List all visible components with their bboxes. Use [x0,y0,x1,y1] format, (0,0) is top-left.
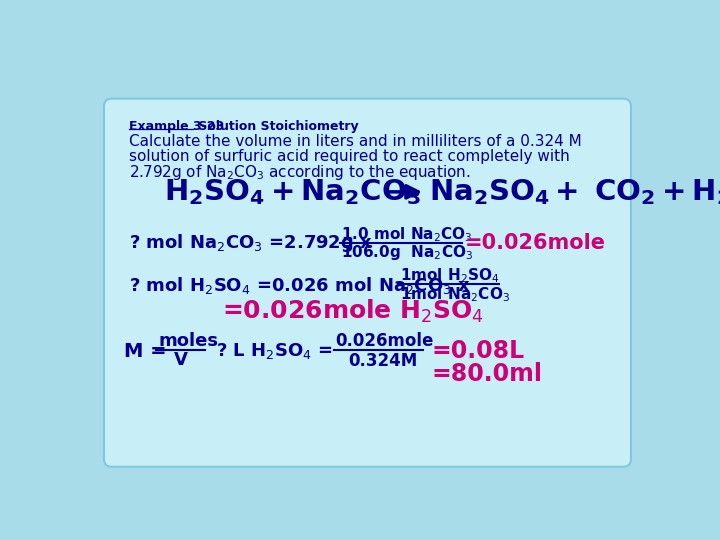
Text: 2.792g of Na$_2$CO$_3$ according to the equation.: 2.792g of Na$_2$CO$_3$ according to the … [129,164,471,183]
Text: V: V [174,352,188,369]
Text: 1.0 mol Na$_2$CO$_3$: 1.0 mol Na$_2$CO$_3$ [341,225,473,244]
Text: $\mathbf{Na_2SO_4+\ CO_2+H_2O}$: $\mathbf{Na_2SO_4+\ CO_2+H_2O}$ [429,177,720,207]
Text: ? mol H$_2$SO$_4$ =0.026 mol Na$_2$CO$_3$ x: ? mol H$_2$SO$_4$ =0.026 mol Na$_2$CO$_3… [129,274,471,295]
Text: 1mol Na$_2$CO$_3$: 1mol Na$_2$CO$_3$ [400,285,510,303]
Text: moles: moles [158,332,218,350]
Text: $\mathbf{H_2SO_4+Na_2CO_3}$: $\mathbf{H_2SO_4+Na_2CO_3}$ [163,177,420,207]
FancyBboxPatch shape [104,99,631,467]
Text: M =: M = [124,342,167,361]
Text: 106.0g  Na$_2$CO$_3$: 106.0g Na$_2$CO$_3$ [341,243,474,262]
Text: ? mol Na$_2$CO$_3$ =2.792g x: ? mol Na$_2$CO$_3$ =2.792g x [129,232,372,254]
Text: =0.08L: =0.08L [431,339,524,363]
Text: Calculate the volume in liters and in milliliters of a 0.324 M: Calculate the volume in liters and in mi… [129,134,582,149]
Text: solution of surfuric acid required to react completely with: solution of surfuric acid required to re… [129,148,570,164]
Text: Solution Stoichiometry: Solution Stoichiometry [194,120,359,133]
Text: 0.026mole: 0.026mole [336,332,434,350]
Text: =80.0ml: =80.0ml [431,362,542,386]
Text: Example 3-23: Example 3-23 [129,120,224,133]
Text: =0.026mole H$_2$SO$_4$: =0.026mole H$_2$SO$_4$ [222,298,484,325]
Text: =0.026mole: =0.026mole [465,233,606,253]
Text: 1mol H$_2$SO$_4$: 1mol H$_2$SO$_4$ [400,266,500,285]
Text: 0.324M: 0.324M [348,352,418,370]
Text: ? L H$_2$SO$_4$ =: ? L H$_2$SO$_4$ = [215,341,332,361]
